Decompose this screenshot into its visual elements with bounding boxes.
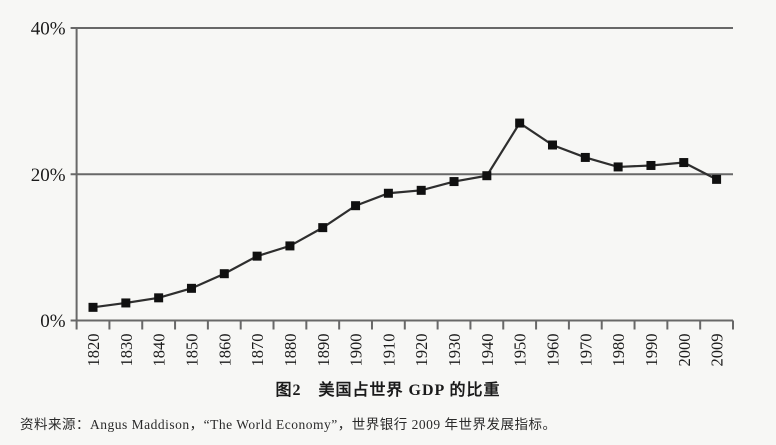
data-line bbox=[92, 121, 718, 309]
data-point bbox=[219, 269, 229, 279]
x-tick-label: 1960 bbox=[543, 334, 562, 367]
y-tick-label: 0% bbox=[40, 311, 66, 332]
x-tick-label: 1990 bbox=[642, 334, 661, 367]
data-point bbox=[515, 118, 525, 128]
chart-caption: 图2 美国占世界 GDP 的比重 bbox=[275, 382, 501, 399]
data-point bbox=[482, 171, 492, 181]
x-tick-label: 2000 bbox=[675, 334, 694, 367]
y-tick-label: 40% bbox=[31, 19, 66, 40]
x-tick-label: 2009 bbox=[708, 334, 727, 367]
x-tick-label: 1920 bbox=[412, 334, 431, 367]
y-tick-label: 20% bbox=[31, 165, 66, 186]
data-point bbox=[318, 223, 328, 233]
x-tick-label: 1860 bbox=[215, 334, 234, 367]
data-point bbox=[154, 293, 164, 303]
data-point bbox=[351, 201, 361, 211]
x-tick-label: 1820 bbox=[84, 334, 103, 367]
x-tick-label: 1870 bbox=[248, 334, 267, 367]
data-point bbox=[186, 283, 196, 293]
data-point bbox=[580, 152, 590, 162]
x-tick-label: 1840 bbox=[150, 334, 169, 367]
data-point bbox=[646, 160, 656, 170]
x-tick-label: 1970 bbox=[576, 334, 595, 367]
x-tick-label: 1930 bbox=[445, 334, 464, 367]
data-point bbox=[679, 158, 689, 168]
x-tick-label: 1900 bbox=[347, 334, 366, 367]
data-point bbox=[252, 251, 262, 261]
x-tick-label: 1830 bbox=[117, 334, 136, 367]
data-point bbox=[88, 302, 98, 312]
x-tick-label: 1910 bbox=[379, 334, 398, 367]
data-point bbox=[121, 298, 131, 308]
x-tick-label: 1940 bbox=[478, 333, 497, 366]
us-world-gdp-share-line-chart: 0% 20% 40% 1820 1830 1840 1850 1860 1870 1880 1890… bbox=[31, 19, 734, 367]
x-tick-label: 1950 bbox=[511, 334, 530, 367]
data-point bbox=[547, 140, 557, 150]
x-tick-label: 1880 bbox=[281, 334, 300, 367]
data-point bbox=[416, 185, 426, 195]
x-tick-label: 1890 bbox=[314, 334, 333, 367]
x-tick-label: 1850 bbox=[182, 334, 201, 367]
data-point bbox=[712, 174, 722, 184]
x-tick-label: 1980 bbox=[609, 334, 628, 367]
data-point bbox=[449, 177, 459, 187]
data-point bbox=[285, 241, 295, 251]
source-note: 资料来源：Angus Maddison，“The World Economy”，… bbox=[20, 417, 557, 432]
data-point bbox=[383, 188, 393, 198]
data-point bbox=[613, 162, 623, 172]
